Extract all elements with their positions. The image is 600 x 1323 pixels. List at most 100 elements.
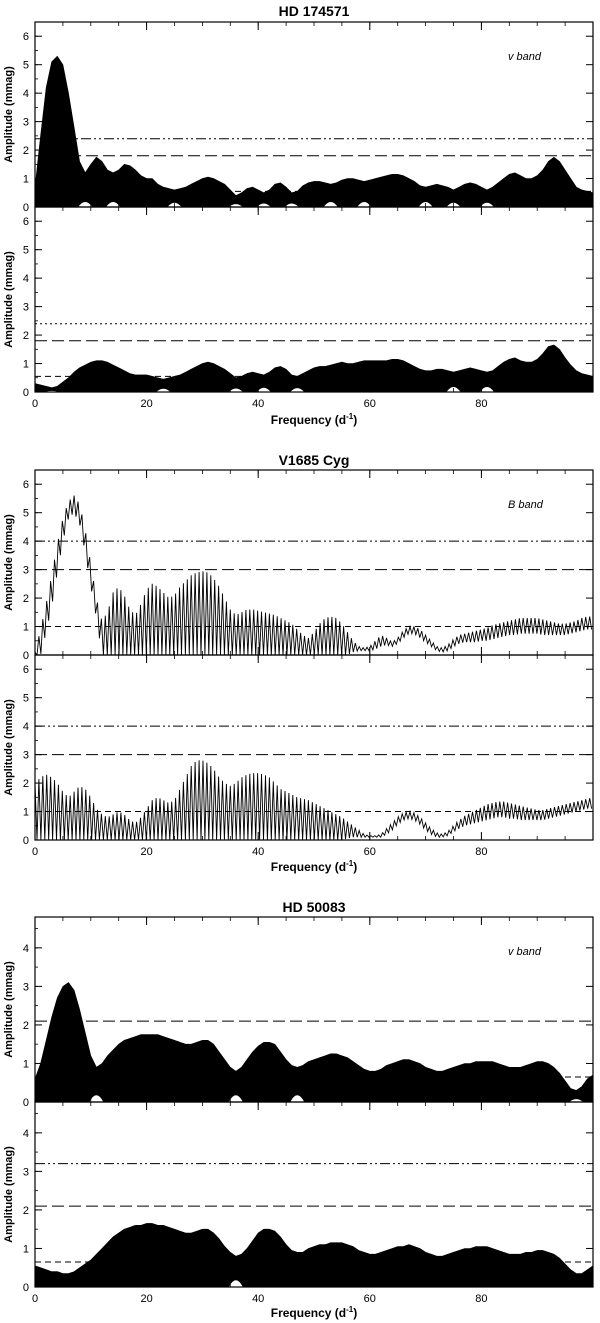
spectrum-trace bbox=[35, 760, 593, 840]
panel-bottom: 0 1 2 3 4 5 6 Amplitude (mmag) bbox=[3, 206, 594, 399]
x-tick-label: 80 bbox=[475, 398, 487, 410]
y-tick-label: 1 bbox=[23, 359, 29, 371]
y-tick-label: 2 bbox=[23, 145, 29, 157]
band-note: B band bbox=[508, 499, 544, 511]
spectrum-gap bbox=[78, 202, 93, 207]
x-axis-label: Frequency (d-1) bbox=[271, 1305, 357, 1320]
panel-frame bbox=[34, 654, 594, 841]
x-axis-label-superscript: -1 bbox=[346, 412, 354, 421]
y-tick-label: 0 bbox=[23, 1097, 29, 1109]
panel-frame bbox=[34, 469, 594, 656]
y-axis-label: Amplitude (mmag) bbox=[3, 1146, 15, 1243]
chart-title: HD 50083 bbox=[282, 899, 345, 915]
y-tick-label: 4 bbox=[23, 1128, 29, 1140]
y-axis-label: Amplitude (mmag) bbox=[3, 251, 15, 348]
spectrum-gap bbox=[228, 388, 243, 392]
y-tick-label: 3 bbox=[23, 981, 29, 993]
y-axis-label: Amplitude (mmag) bbox=[3, 514, 15, 611]
spectrum-gap bbox=[323, 202, 338, 207]
spectrum-trace bbox=[35, 495, 593, 655]
spectrum-gap bbox=[569, 1099, 584, 1102]
y-axis-label: Amplitude (mmag) bbox=[3, 699, 15, 796]
chart-title: HD 174571 bbox=[279, 3, 350, 19]
y-tick-label: 0 bbox=[23, 650, 29, 662]
spectrum-envelope bbox=[35, 982, 593, 1102]
panel-top: 0 1 2 3 4 v band Amplitude (mmag) bbox=[3, 916, 594, 1109]
y-tick-label: 5 bbox=[23, 508, 29, 520]
y-tick-label: 1 bbox=[23, 174, 29, 186]
x-axis-label-main: Frequency (d bbox=[271, 860, 346, 874]
x-tick-label: 60 bbox=[364, 398, 376, 410]
x-tick-label: 80 bbox=[475, 846, 487, 858]
x-axis-label-close: ) bbox=[353, 1306, 357, 1320]
x-tick-label: 20 bbox=[140, 846, 152, 858]
x-axis-label-main: Frequency (d bbox=[271, 413, 346, 427]
y-tick-label: 4 bbox=[23, 273, 29, 285]
data-layer bbox=[35, 344, 593, 392]
x-axis-label: Frequency (d-1) bbox=[271, 859, 357, 874]
y-tick-label: 3 bbox=[23, 302, 29, 314]
spectrum-envelope bbox=[35, 55, 593, 207]
chart-title: V1685 Cyg bbox=[279, 452, 350, 468]
y-tick-label: 6 bbox=[23, 664, 29, 676]
x-tick-label: 0 bbox=[32, 398, 38, 410]
spectrum-gap bbox=[256, 387, 271, 392]
y-tick-label: 1 bbox=[23, 807, 29, 819]
y-tick-label: 2 bbox=[23, 1205, 29, 1217]
spectrum-gap bbox=[156, 388, 171, 392]
panel-bottom: 0 1 2 3 4 Amplitude (mmag) bbox=[3, 1101, 594, 1294]
x-tick-label: 60 bbox=[364, 1293, 376, 1305]
y-tick-label: 0 bbox=[23, 387, 29, 399]
x-tick-label: 0 bbox=[32, 1293, 38, 1305]
y-tick-label: 3 bbox=[23, 117, 29, 129]
x-tick-label: 80 bbox=[475, 1293, 487, 1305]
spectrum-gap bbox=[228, 1095, 243, 1102]
x-axis-label-superscript: -1 bbox=[346, 859, 354, 868]
y-tick-label: 0 bbox=[23, 202, 29, 214]
chart-2: HD 50083 0 1 2 3 4 v band Amplitude (mmag) 0 1 2 3 4… bbox=[3, 899, 594, 1320]
x-tick-label: 40 bbox=[252, 846, 264, 858]
y-tick-label: 6 bbox=[23, 31, 29, 43]
spectrum-gap bbox=[479, 202, 494, 207]
panel-top: 0 1 2 3 4 5 6 B band Amplitude (mmag) bbox=[3, 469, 594, 662]
y-tick-label: 2 bbox=[23, 330, 29, 342]
chart-1: V1685 Cyg 0 1 2 3 4 5 6 B band Amplitude (mmag) 0 1… bbox=[3, 452, 594, 874]
spectrum-gap bbox=[290, 388, 305, 392]
spectrum-gap bbox=[284, 203, 299, 207]
y-tick-label: 4 bbox=[23, 943, 29, 955]
data-layer bbox=[35, 55, 593, 207]
x-axis-label-close: ) bbox=[353, 413, 357, 427]
x-tick-label: 20 bbox=[140, 1293, 152, 1305]
chart-0: HD 174571 0 1 2 3 4 5 6 v band Amplitude (mmag) 0 1… bbox=[3, 3, 594, 427]
y-tick-label: 5 bbox=[23, 245, 29, 257]
y-tick-label: 5 bbox=[23, 60, 29, 72]
y-tick-label: 4 bbox=[23, 88, 29, 100]
y-tick-label: 1 bbox=[23, 1243, 29, 1255]
y-tick-label: 3 bbox=[23, 750, 29, 762]
x-tick-label: 40 bbox=[252, 1293, 264, 1305]
x-axis-label-close: ) bbox=[353, 860, 357, 874]
y-tick-label: 3 bbox=[23, 565, 29, 577]
x-tick-label: 20 bbox=[140, 398, 152, 410]
spectrum-gap bbox=[256, 203, 271, 207]
x-tick-label: 60 bbox=[364, 846, 376, 858]
data-layer bbox=[35, 982, 593, 1102]
x-axis-label-superscript: -1 bbox=[346, 1305, 354, 1314]
data-layer bbox=[35, 1223, 593, 1287]
x-tick-label: 40 bbox=[252, 398, 264, 410]
spectrum-envelope bbox=[35, 1223, 593, 1287]
x-tick-label: 0 bbox=[32, 846, 38, 858]
spectrum-gap bbox=[357, 202, 372, 207]
y-axis-label: Amplitude (mmag) bbox=[3, 66, 15, 163]
x-axis-label-main: Frequency (d bbox=[271, 1306, 346, 1320]
y-axis-label: Amplitude (mmag) bbox=[3, 961, 15, 1058]
x-axis-label: Frequency (d-1) bbox=[271, 412, 357, 427]
y-tick-label: 3 bbox=[23, 1166, 29, 1178]
y-tick-label: 2 bbox=[23, 778, 29, 790]
spectrum-gap bbox=[290, 1095, 305, 1102]
y-tick-label: 5 bbox=[23, 693, 29, 705]
band-note: v band bbox=[508, 946, 542, 958]
data-layer bbox=[35, 760, 593, 840]
y-tick-label: 4 bbox=[23, 536, 29, 548]
